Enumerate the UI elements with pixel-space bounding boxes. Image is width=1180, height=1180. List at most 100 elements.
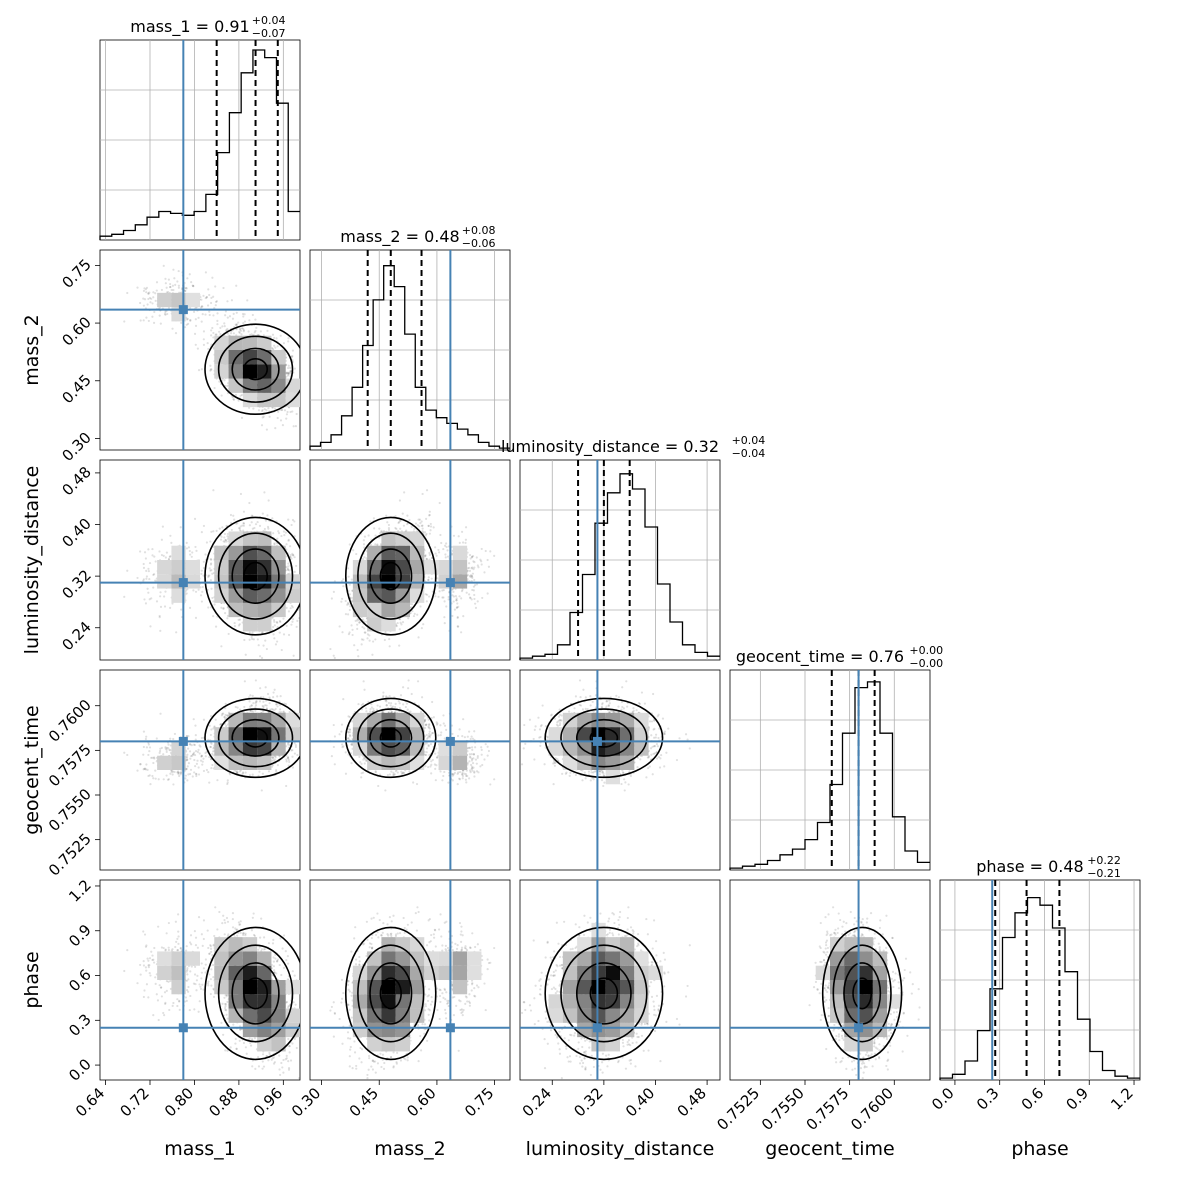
sample-point: [231, 395, 234, 399]
sample-point: [289, 410, 292, 414]
sample-point: [165, 286, 168, 289]
panel-title-luminosity_distance: luminosity_distance = 0.32 +0.04−0.04: [501, 434, 765, 460]
sample-point: [147, 297, 150, 301]
sample-point: [191, 284, 194, 287]
sample-point: [212, 530, 215, 533]
sample-point: [123, 320, 126, 323]
sample-point: [239, 492, 243, 496]
sample-point: [207, 574, 210, 577]
sample-point: [145, 577, 148, 580]
sample-point: [148, 291, 151, 294]
sample-point: [272, 532, 275, 535]
sample-point: [224, 310, 227, 313]
sample-point: [174, 332, 178, 335]
sample-point: [201, 590, 204, 593]
sample-point: [219, 326, 222, 329]
sample-point: [232, 312, 235, 315]
sample-point: [250, 636, 253, 639]
sample-point: [210, 334, 213, 337]
sample-point: [242, 327, 245, 330]
sample-point: [442, 589, 445, 592]
sample-point: [274, 643, 278, 646]
sample-point: [199, 306, 203, 309]
sample-point: [252, 407, 255, 410]
sample-point: [232, 398, 235, 401]
sample-point: [196, 347, 199, 350]
sample-point: [291, 355, 294, 358]
contour-line: [231, 548, 280, 605]
sample-point: [200, 368, 203, 371]
density-cell: [271, 378, 286, 393]
sample-point: [406, 523, 409, 526]
sample-point: [206, 304, 210, 307]
sample-point: [287, 373, 290, 376]
sample-point: [237, 399, 240, 402]
sample-point: [212, 489, 215, 492]
sample-point: [205, 295, 209, 299]
sample-point: [123, 595, 126, 598]
sample-point: [194, 343, 197, 346]
sample-point: [287, 372, 290, 375]
sample-point: [142, 566, 146, 570]
sample-point: [273, 542, 276, 545]
sample-point: [222, 607, 225, 610]
sample-point: [290, 355, 293, 358]
sample-point: [242, 529, 245, 532]
density-cell: [228, 335, 243, 350]
histogram-step: [309, 265, 510, 450]
sample-point: [200, 569, 203, 572]
sample-point: [278, 619, 281, 623]
sample-point: [184, 289, 187, 292]
density-cell: [228, 545, 243, 560]
sample-point: [126, 569, 129, 572]
sample-point: [151, 547, 154, 551]
sample-point: [147, 570, 150, 573]
sample-point: [307, 403, 309, 405]
sample-point: [159, 629, 162, 632]
sample-point: [352, 549, 355, 552]
sample-point: [241, 524, 244, 527]
sample-point: [215, 300, 218, 303]
density-cell: [157, 574, 172, 589]
density-cell: [171, 560, 186, 575]
panel-title-upper: +0.04: [732, 434, 766, 447]
sample-point: [220, 394, 223, 397]
density-cell: [242, 545, 258, 560]
sample-point: [189, 318, 192, 322]
density-cell: [228, 378, 243, 393]
sample-point: [274, 346, 277, 349]
sample-point: [209, 368, 212, 371]
sample-point: [275, 337, 278, 340]
diag-panel-luminosity_distance: luminosity_distance = 0.32 +0.04−0.04: [501, 434, 765, 661]
sample-point: [145, 291, 148, 294]
sample-point: [267, 527, 270, 530]
sample-point: [152, 586, 155, 589]
sample-point: [237, 624, 241, 627]
sample-point: [185, 547, 189, 550]
sample-point: [168, 555, 171, 559]
sample-point: [194, 318, 197, 321]
panel-content: [100, 250, 309, 450]
density-cell: [257, 574, 272, 589]
sample-point: [210, 568, 213, 572]
sample-point: [201, 305, 204, 308]
sample-point: [285, 606, 288, 609]
sample-point: [260, 656, 264, 660]
sample-point: [186, 317, 189, 320]
sample-point: [238, 618, 242, 621]
sample-point: [186, 588, 189, 591]
sample-point: [193, 517, 197, 520]
sample-point: [272, 625, 275, 629]
sample-point: [428, 514, 431, 517]
sample-point: [300, 339, 302, 341]
sample-point: [147, 567, 150, 570]
sample-point: [256, 520, 259, 524]
sample-point: [277, 532, 281, 535]
sample-point: [262, 415, 265, 418]
sample-point: [209, 579, 212, 582]
sample-point: [234, 393, 238, 396]
sample-point: [283, 534, 286, 537]
sample-point: [147, 292, 150, 295]
sample-point: [250, 333, 253, 336]
sample-point: [301, 377, 303, 379]
